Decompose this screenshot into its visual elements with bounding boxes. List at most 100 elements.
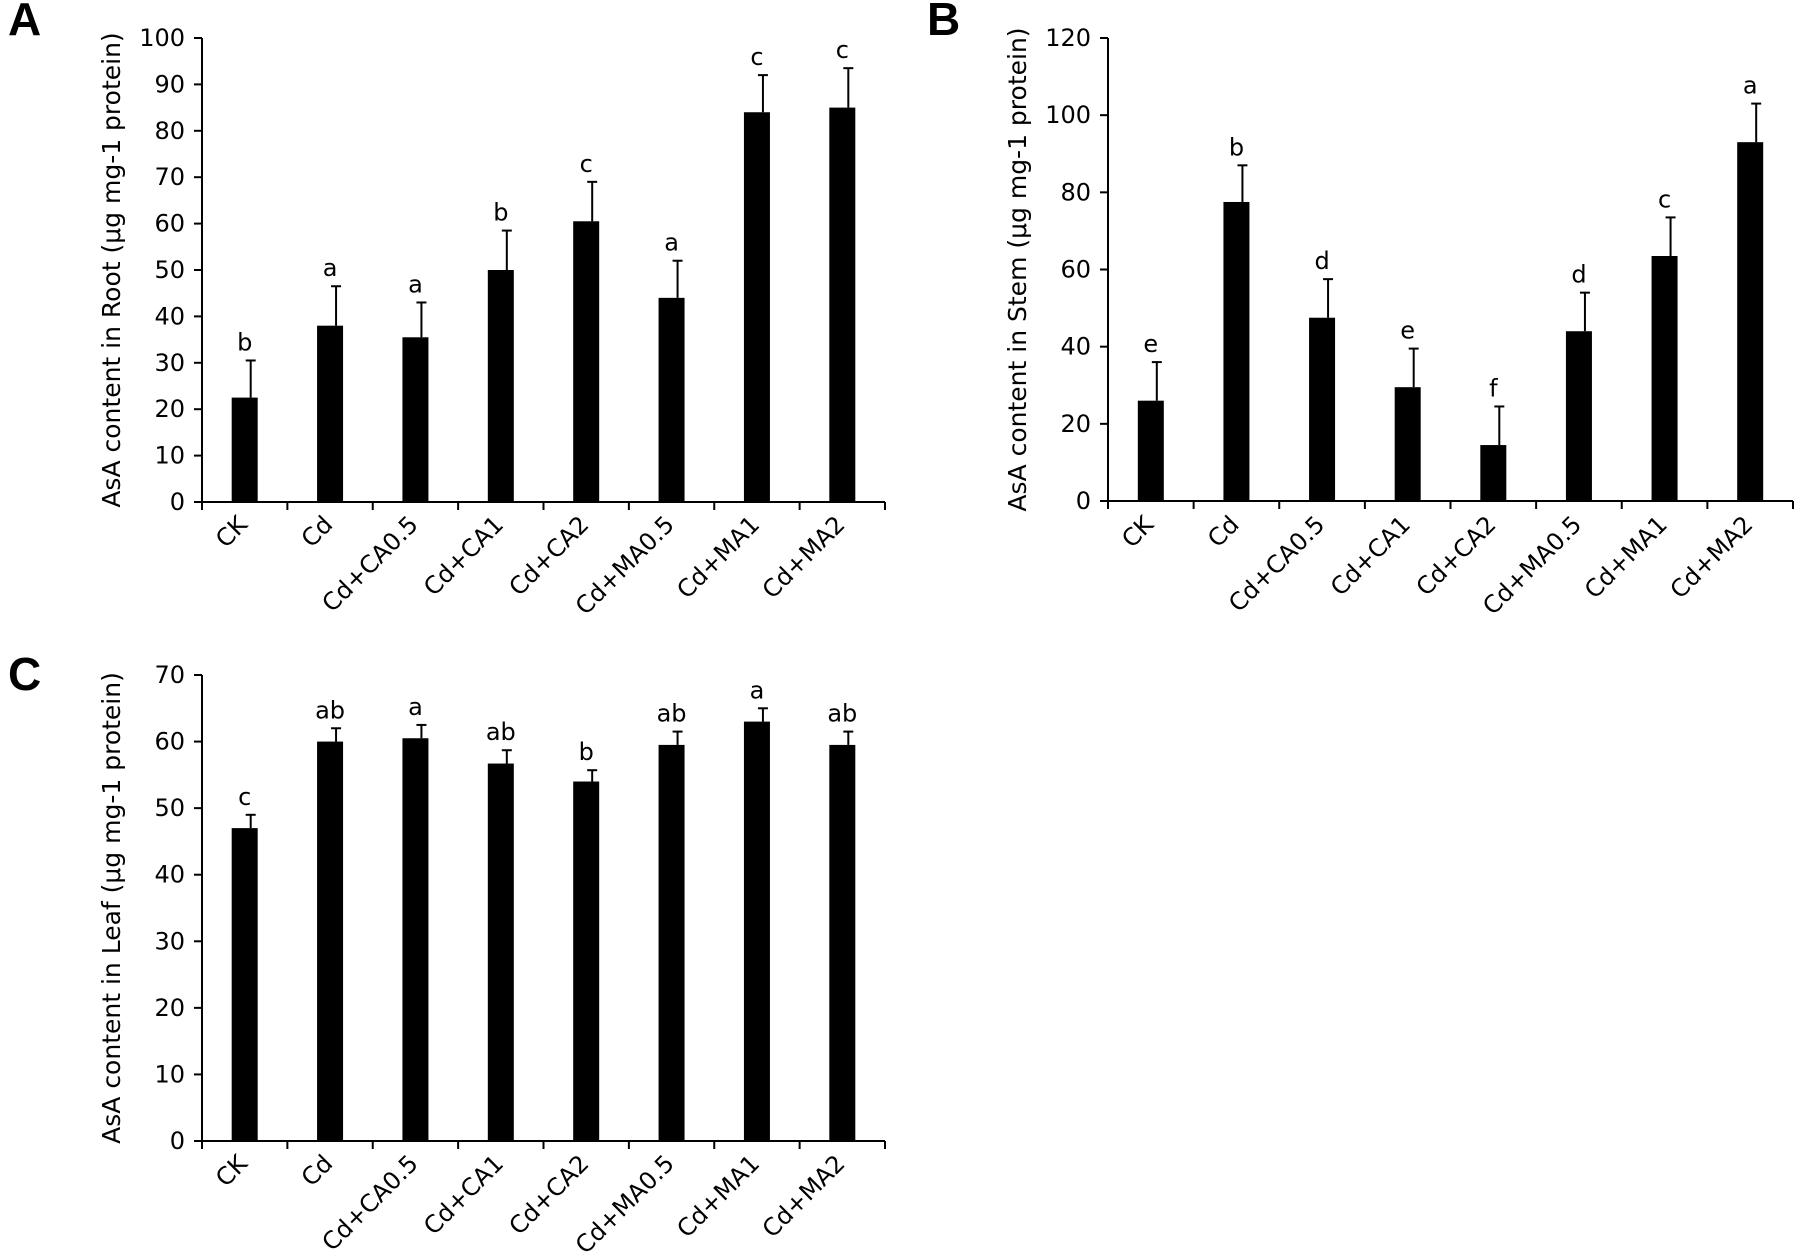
significance-label: a (1743, 72, 1758, 100)
y-tick-label: 100 (139, 24, 185, 52)
bar (317, 325, 344, 502)
significance-label: c (836, 36, 849, 64)
y-tick-label: 0 (170, 488, 185, 516)
category-label: Cd (296, 1149, 338, 1191)
y-tick-label: 40 (154, 302, 185, 330)
bar (231, 397, 258, 502)
category-label: Cd+MA2 (757, 510, 851, 604)
bar (573, 221, 600, 502)
panel-b: B 0 20 40 60 80 100 120 AsA content in Stem (μg… (927, 0, 1794, 620)
bar (1137, 400, 1164, 501)
bar (1223, 201, 1250, 501)
y-tick-label: 60 (154, 728, 185, 756)
significance-label: ab (657, 700, 687, 728)
y-tick-label: 80 (154, 117, 185, 145)
significance-label: ab (486, 718, 516, 746)
y-tick-label: 10 (154, 442, 185, 470)
y-tick-label: 90 (154, 70, 185, 98)
significance-label: ab (827, 700, 857, 728)
category-label: CK (210, 510, 254, 554)
y-tick-label: 40 (154, 861, 185, 889)
significance-label: b (579, 738, 594, 766)
y-tick-label: 0 (170, 1127, 185, 1155)
bar (317, 741, 344, 1141)
panel-letter-c: C (8, 648, 41, 700)
category-label: Cd+MA1 (1579, 510, 1673, 604)
bar (1394, 387, 1421, 501)
bar (487, 270, 514, 502)
significance-label: a (323, 254, 338, 282)
y-tick-label: 30 (154, 349, 185, 377)
y-axis-label: AsA content in Leaf (μg mg-1 protein) (97, 672, 126, 1144)
y-tick-label: 20 (154, 994, 185, 1022)
significance-label: b (237, 328, 252, 356)
category-label: Cd+CA2 (1411, 510, 1502, 601)
significance-label: c (238, 783, 251, 811)
significance-label: d (1314, 247, 1329, 275)
category-label: Cd+MA1 (671, 510, 765, 604)
bar (402, 738, 429, 1141)
category-label: Cd+CA1 (418, 1149, 509, 1240)
panel-letter-b: B (927, 0, 960, 45)
y-tick-label: 20 (154, 395, 185, 423)
y-tick-label: 30 (154, 927, 185, 955)
category-label: CK (1116, 510, 1160, 554)
y-tick-label: 40 (1060, 333, 1091, 361)
significance-label: a (664, 229, 679, 257)
category-label: Cd+CA1 (418, 510, 509, 601)
significance-label: a (750, 676, 765, 704)
significance-label: e (1143, 330, 1158, 358)
significance-label: e (1400, 317, 1415, 345)
y-tick-label: 70 (154, 163, 185, 191)
significance-label: f (1489, 374, 1498, 402)
significance-label: ab (315, 696, 345, 724)
category-label: Cd (296, 510, 338, 552)
bar (743, 112, 770, 503)
significance-label: b (1229, 133, 1244, 161)
bar (231, 828, 258, 1141)
category-label: CK (210, 1149, 254, 1193)
significance-label: c (750, 43, 763, 71)
bar (1480, 445, 1507, 501)
y-tick-label: 10 (154, 1060, 185, 1088)
bar (1309, 317, 1336, 501)
category-label: Cd+CA2 (504, 510, 595, 601)
category-label: Cd+MA1 (671, 1149, 765, 1243)
bar (1651, 255, 1678, 501)
panel-letter-a: A (8, 0, 41, 45)
y-tick-label: 70 (154, 661, 185, 689)
bar (658, 744, 685, 1141)
category-label: Cd+MA2 (1665, 510, 1759, 604)
y-tick-label: 0 (1076, 487, 1091, 515)
y-axis-label: AsA content in Root (μg mg-1 protein) (97, 32, 126, 507)
y-tick-label: 60 (154, 210, 185, 238)
y-tick-label: 100 (1045, 101, 1091, 129)
significance-label: a (408, 270, 423, 298)
category-label: Cd (1202, 510, 1244, 552)
y-tick-label: 50 (154, 256, 185, 284)
y-axis-label: AsA content in Stem (μg mg-1 protein) (1003, 27, 1032, 511)
significance-label: d (1571, 261, 1586, 289)
y-tick-label: 50 (154, 794, 185, 822)
bar (402, 337, 429, 502)
bar (829, 744, 856, 1141)
bar (658, 297, 685, 502)
bar (829, 107, 856, 502)
y-tick-label: 120 (1045, 24, 1091, 52)
significance-label: c (1658, 185, 1671, 213)
category-label: Cd+CA2 (504, 1149, 595, 1240)
significance-label: c (580, 150, 593, 178)
y-tick-label: 20 (1060, 410, 1091, 438)
bar (743, 721, 770, 1141)
panel-a: A 0 10 20 30 40 50 60 70 80 90 100 AsA content in R… (8, 0, 886, 620)
bar (487, 763, 514, 1141)
category-label: Cd+MA2 (757, 1149, 851, 1243)
significance-label: a (408, 693, 423, 721)
significance-label: b (493, 199, 508, 227)
y-tick-label: 80 (1060, 178, 1091, 206)
bar (1565, 331, 1592, 501)
y-tick-label: 60 (1060, 256, 1091, 284)
bar (573, 781, 600, 1141)
category-label: Cd+CA1 (1325, 510, 1416, 601)
